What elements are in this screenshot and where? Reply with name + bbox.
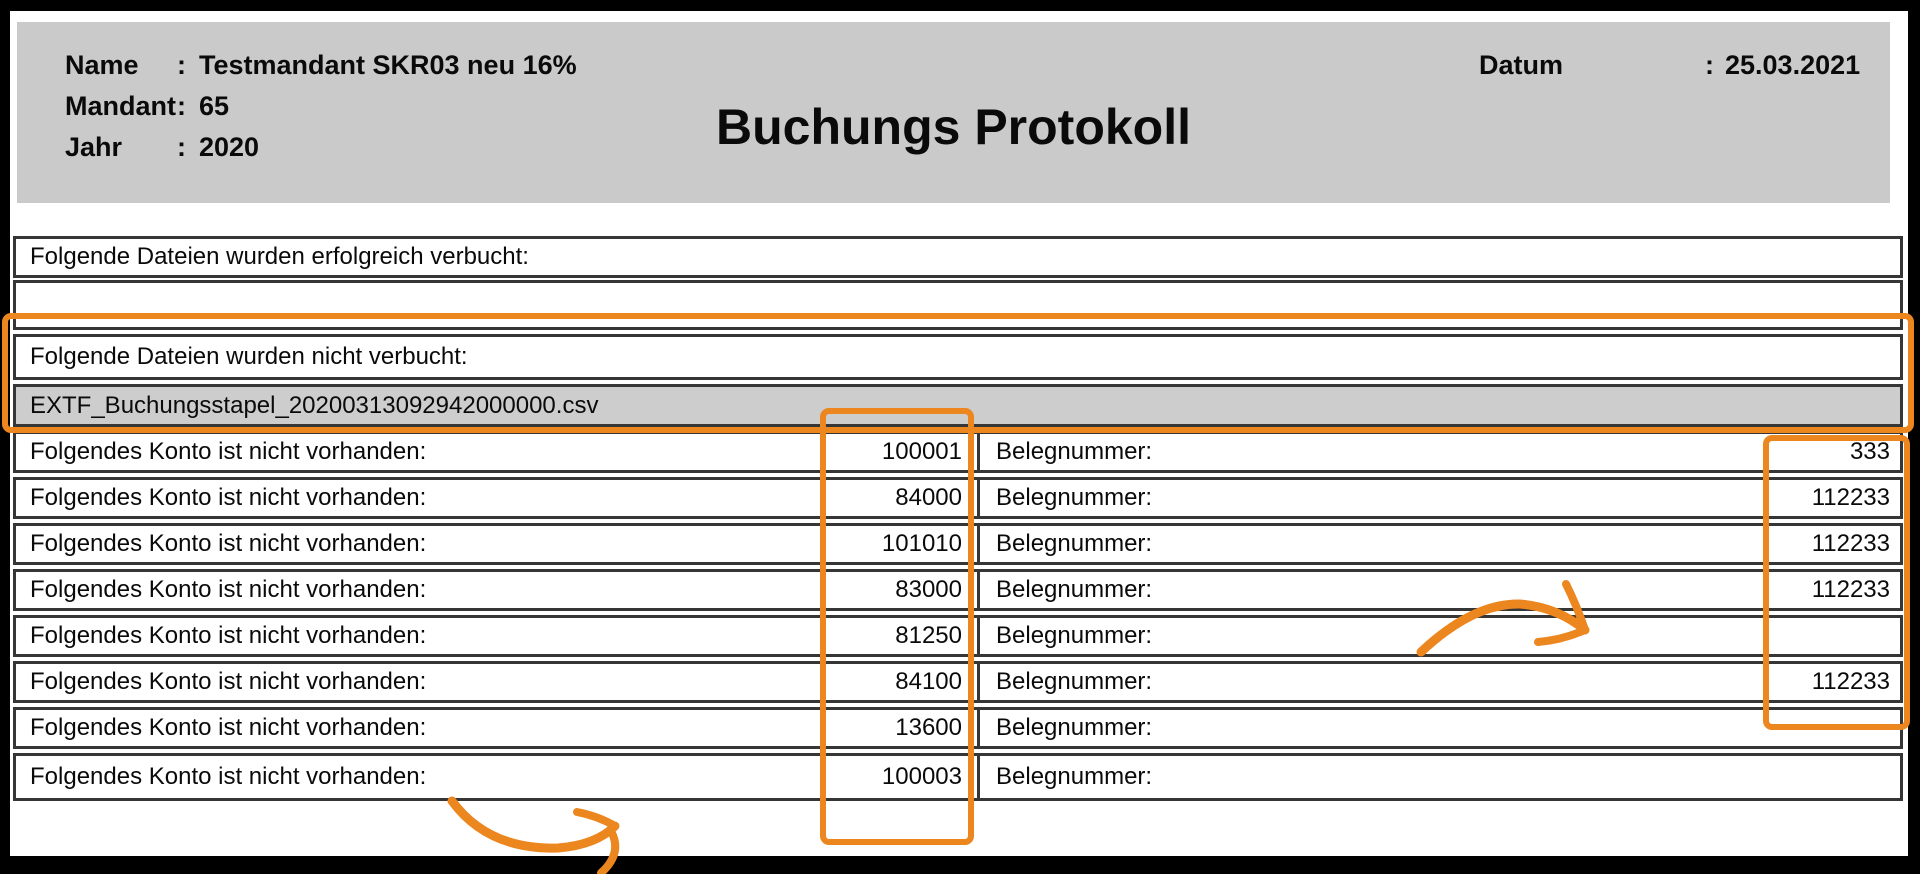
jahr-label: Jahr	[65, 132, 123, 162]
name-value: Testmandant SKR03 neu 16%	[199, 50, 577, 80]
konto-number: 13600	[895, 714, 962, 741]
beleg-label: Belegnummer:	[996, 484, 1153, 511]
konto-label: Folgendes Konto ist nicht vorhanden:	[30, 763, 427, 790]
beleg-label: Belegnummer:	[996, 576, 1153, 603]
datum-label: Datum	[1479, 50, 1564, 80]
konto-number: 81250	[895, 622, 962, 649]
table-row: Folgendes Konto ist nicht vorhanden: 100…	[13, 431, 1903, 473]
table-row: Folgendes Konto ist nicht vorhanden: 136…	[13, 707, 1903, 749]
beleg-label: Belegnummer:	[996, 668, 1153, 695]
failed-heading-text: Folgende Dateien wurden nicht verbucht:	[30, 343, 468, 370]
beleg-label: Belegnummer:	[996, 438, 1153, 465]
konto-number: 84100	[895, 668, 962, 695]
beleg-label: Belegnummer:	[996, 622, 1153, 649]
header-field-mandant: Mandant:65	[65, 90, 229, 122]
jahr-value: 2020	[199, 132, 260, 162]
beleg-label: Belegnummer:	[996, 714, 1153, 741]
beleg-label: Belegnummer:	[996, 763, 1153, 790]
file-name-text: EXTF_Buchungsstapel_20200313092942000000…	[30, 391, 599, 419]
konto-number: 83000	[895, 576, 962, 603]
beleg-number: 112233	[1811, 668, 1890, 695]
konto-label: Folgendes Konto ist nicht vorhanden:	[30, 530, 427, 557]
row-success-heading: Folgende Dateien wurden erfolgreich verb…	[13, 236, 1903, 278]
beleg-number: 112233	[1811, 484, 1890, 511]
konto-label: Folgendes Konto ist nicht vorhanden:	[30, 714, 427, 741]
beleg-number: 112233	[1811, 530, 1890, 557]
konto-number: 101010	[881, 530, 962, 557]
row-empty	[13, 280, 1903, 330]
annotation-arrow-bottom	[447, 796, 620, 874]
beleg-number: 112233	[1811, 576, 1890, 603]
mandant-colon: :	[177, 91, 186, 121]
konto-label: Folgendes Konto ist nicht vorhanden:	[30, 622, 427, 649]
page-title: Buchungs Protokoll	[716, 99, 1191, 155]
beleg-number: 333	[1849, 438, 1890, 465]
konto-number: 100003	[881, 763, 962, 790]
header-field-jahr: Jahr:2020	[65, 131, 259, 163]
beleg-label: Belegnummer:	[996, 530, 1153, 557]
mandant-value: 65	[199, 91, 230, 121]
konto-number: 84000	[895, 484, 962, 511]
table-row: Folgendes Konto ist nicht vorhanden: 101…	[13, 523, 1903, 565]
name-colon: :	[177, 50, 186, 80]
table-row: Folgendes Konto ist nicht vorhanden: 100…	[13, 753, 1903, 801]
success-heading-text: Folgende Dateien wurden erfolgreich verb…	[30, 243, 529, 270]
konto-label: Folgendes Konto ist nicht vorhanden:	[30, 438, 427, 465]
jahr-colon: :	[177, 132, 186, 162]
name-label: Name	[65, 50, 139, 80]
konto-label: Folgendes Konto ist nicht vorhanden:	[30, 484, 427, 511]
datum-colon: :	[1705, 50, 1714, 80]
table-row: Folgendes Konto ist nicht vorhanden: 830…	[13, 569, 1903, 611]
mandant-label: Mandant	[65, 91, 176, 121]
table-row: Folgendes Konto ist nicht vorhanden: 841…	[13, 661, 1903, 703]
report-header: Name: Testmandant SKR03 neu 16% Mandant:6…	[17, 22, 1890, 203]
table-row: Folgendes Konto ist nicht vorhanden: 812…	[13, 615, 1903, 657]
konto-label: Folgendes Konto ist nicht vorhanden:	[30, 576, 427, 603]
datum-value: 25.03.2021	[1725, 50, 1861, 80]
row-failed-heading: Folgende Dateien wurden nicht verbucht:	[13, 334, 1903, 380]
konto-label: Folgendes Konto ist nicht vorhanden:	[30, 668, 427, 695]
row-file-name: EXTF_Buchungsstapel_20200313092942000000…	[13, 384, 1903, 427]
header-field-name: Name: Testmandant SKR03 neu 16%	[65, 49, 577, 81]
konto-number: 100001	[881, 438, 962, 465]
table-row: Folgendes Konto ist nicht vorhanden: 840…	[13, 477, 1903, 519]
